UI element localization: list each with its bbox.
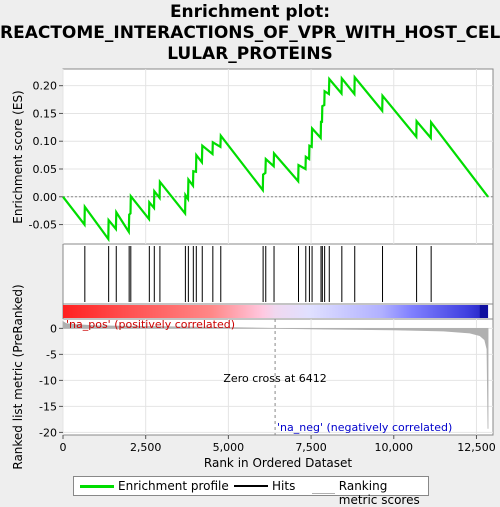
x-axis: 0 2,500 5,000 7,500 10,000 12,500 bbox=[60, 435, 496, 454]
chart-title: Enrichment plot: REACTOME_INTERACTIONS_O… bbox=[0, 2, 500, 65]
x-tick-label: 10,000 bbox=[375, 441, 414, 454]
legend: Enrichment profile Hits Ranking metric s… bbox=[73, 476, 429, 507]
metric-ytick-label: -10 bbox=[39, 374, 57, 387]
es-ytick-label: 0.15 bbox=[33, 107, 58, 120]
x-tick-label: 0 bbox=[60, 441, 67, 454]
x-tick-label: 12,500 bbox=[457, 441, 496, 454]
es-y-axis: -0.05 0.00 0.05 0.10 0.15 0.20 bbox=[29, 80, 63, 232]
x-tick-label: 7,500 bbox=[295, 441, 327, 454]
metric-y-axis-label: Ranked list metric (PreRanked) bbox=[11, 284, 25, 469]
es-y-axis-label: Enrichment score (ES) bbox=[11, 90, 25, 223]
zero-cross-label: Zero cross at 6412 bbox=[223, 372, 326, 385]
es-ytick-label: 0.20 bbox=[33, 80, 58, 93]
legend-hits-label: Hits bbox=[272, 479, 296, 493]
metric-grid bbox=[62, 319, 493, 435]
neg-label: 'na_neg' (negatively correlated) bbox=[277, 421, 452, 434]
legend-hits: Hits bbox=[234, 479, 295, 493]
annotations: Zero cross at 6412 'na_pos' (positively c… bbox=[66, 318, 452, 435]
x-axis-label: Rank in Ordered Dataset bbox=[204, 456, 352, 470]
legend-metric: Ranking metric scores bbox=[312, 479, 428, 507]
metric-ytick-label: -15 bbox=[39, 400, 57, 413]
legend-enrichment: Enrichment profile bbox=[80, 479, 229, 493]
metric-ytick-label: 0 bbox=[50, 322, 57, 335]
title-line-3: LULAR_PROTEINS bbox=[167, 44, 333, 64]
x-tick-label: 2,500 bbox=[130, 441, 162, 454]
metric-ytick-label: -5 bbox=[46, 348, 57, 361]
metric-area-group bbox=[62, 320, 489, 429]
metric-y-axis: 0 -5 -10 -15 -20 bbox=[39, 322, 63, 439]
legend-hits-swatch bbox=[234, 485, 268, 487]
color-bar bbox=[63, 305, 489, 318]
ranking-color-bar bbox=[63, 305, 489, 318]
legend-enrichment-swatch bbox=[80, 484, 114, 488]
legend-enrichment-label: Enrichment profile bbox=[118, 479, 229, 493]
legend-metric-label: Ranking metric scores bbox=[338, 479, 420, 507]
es-ytick-label: 0.05 bbox=[33, 163, 58, 176]
metric-area bbox=[62, 320, 489, 429]
x-tick-label: 5,000 bbox=[213, 441, 245, 454]
metric-panel bbox=[62, 318, 494, 436]
title-line-2: REACTOME_INTERACTIONS_OF_VPR_WITH_HOST_C… bbox=[0, 23, 500, 43]
es-ytick-label: 0.10 bbox=[33, 135, 58, 148]
es-line bbox=[62, 74, 489, 243]
es-ytick-label: -0.05 bbox=[29, 219, 57, 232]
es-line-group bbox=[62, 74, 489, 243]
es-ytick-label: 0.00 bbox=[33, 191, 58, 204]
ranking-color-bar-end bbox=[479, 305, 489, 318]
pos-label: 'na_pos' (positively correlated) bbox=[66, 318, 235, 331]
hits-panel bbox=[62, 243, 494, 305]
metric-ytick-label: -20 bbox=[39, 426, 57, 439]
legend-metric-swatch bbox=[312, 492, 335, 494]
title-line-1: Enrichment plot: bbox=[169, 2, 331, 22]
hit-lines bbox=[84, 246, 432, 302]
